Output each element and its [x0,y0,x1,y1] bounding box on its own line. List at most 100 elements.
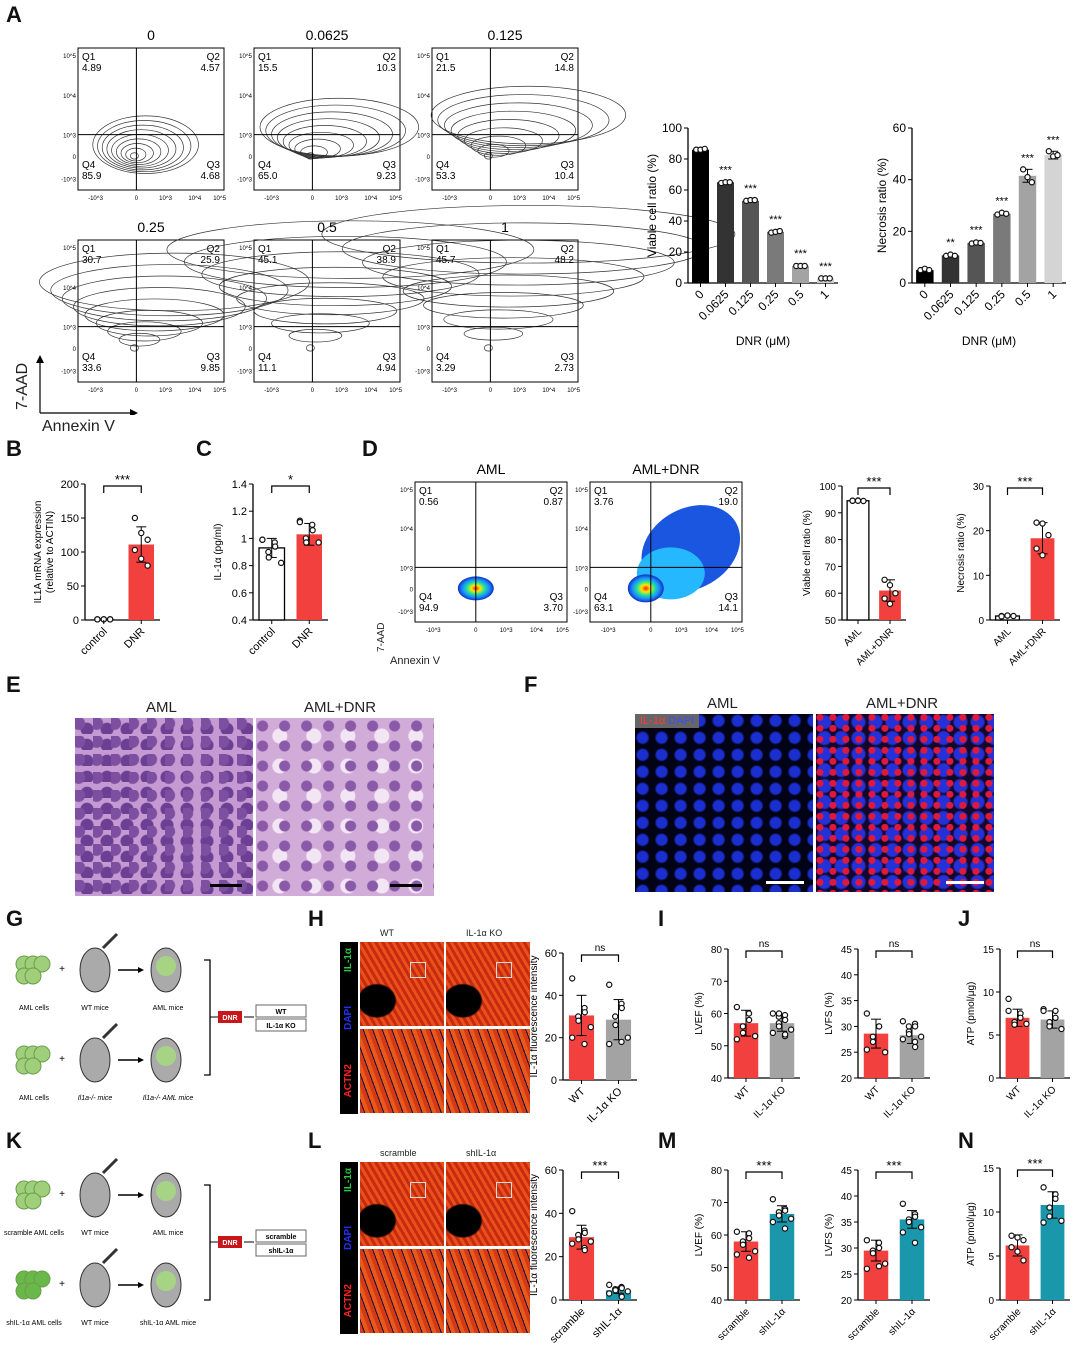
y-tick-label: 30 [973,482,985,493]
data-point [581,1246,588,1254]
h-zoom-box [496,962,512,978]
y-tick-label: 15 [983,1164,995,1175]
legend-il1a: IL-1α [640,715,666,727]
y-tick-label: 20 [841,1296,853,1307]
data-point [1039,520,1046,527]
contour-line [39,252,310,312]
y-tick-label: 20 [545,1033,557,1045]
flow-x-tick: 0 [135,196,139,202]
heart-overview-image [446,942,530,1026]
data-point [849,497,856,504]
y-tick-label: 40 [893,173,907,187]
quadrant-percent: 65.0 [258,171,278,182]
tumor-icon [156,1271,176,1291]
x-tick-label: WT [1005,1084,1024,1103]
flow-x-tick: -10^3 [442,388,457,394]
flow-x-tick: -10^3 [426,628,441,634]
bar [717,182,734,283]
quadrant-percent: 0.56 [419,497,439,508]
heart-zoom-image [360,1029,444,1113]
a5-flow-plot: 1Q145.7Q248.2Q32.73Q43.2910^510^410^30-1… [321,205,736,394]
significance-bracket [1016,950,1054,958]
flow-x-tick: 10^5 [389,196,402,202]
contour-line [115,138,162,165]
diagram-label: scramble AML cells [4,1230,65,1237]
significance-label: *** [995,195,1009,207]
bar [1005,1017,1030,1078]
data-point [892,589,899,597]
flow-x-tick: 10^4 [542,196,555,202]
axis-label-annexin: Annexin V [42,418,115,435]
flow-y-tick: 0 [427,155,431,161]
g-schematic: + AML cells WT mice AML mice + AML cells Il1a-… [15,932,307,1102]
y-tick-label: 40 [711,1296,723,1307]
flow-y-tick: 0 [249,155,253,161]
quadrant-percent: 48.2 [555,255,575,266]
mouse-icon [79,1262,111,1308]
data-point [751,1032,759,1040]
data-point [875,1262,883,1270]
flow-x-tick: 10^4 [530,628,543,634]
diagram-label: WT mice [81,1320,109,1327]
heart-zoom-image [446,1249,530,1333]
contour-line [382,257,645,297]
panel-letter-l: L [308,1128,322,1153]
flow-y-tick: 10^4 [575,527,588,533]
quadrant-name: Q2 [383,52,397,63]
quadrant-name: Q2 [207,52,221,63]
significance-bracket [1006,487,1044,495]
quadrant-percent: 94.9 [419,603,439,614]
flow-x-tick: 10^5 [567,196,580,202]
flow-y-tick: -10^3 [415,370,430,376]
data-point [1024,173,1031,181]
stain-label: ACTN2 [343,1284,354,1318]
x-tick-label: WT [567,1085,588,1106]
flow-y-tick: -10^3 [237,370,252,376]
data-point [769,1010,777,1017]
contour-line [97,120,192,173]
significance-label: *** [886,1158,901,1173]
data-point [1046,1204,1053,1211]
data-point [739,1241,747,1248]
y-tick-label: 60 [711,1010,723,1021]
x-tick-label: IL-1α KO [752,1084,788,1120]
flow-y-tick: 10^3 [239,134,252,140]
contour-line [107,321,182,342]
h-stain-strip [340,942,358,1114]
significance-bracket [745,950,783,958]
flow-y-tick: 10^4 [239,286,252,292]
panel-letter-j: J [958,906,971,931]
flow-y-tick: 0 [73,347,77,353]
data-point [1046,1023,1053,1030]
dnr-box [218,1236,242,1248]
flow-title: 0.0625 [306,27,349,43]
quadrant-name: Q1 [82,52,96,63]
data-point [1054,151,1061,159]
data-point [1040,1007,1047,1015]
data-point [575,1017,582,1024]
data-point [881,576,888,584]
data-point [776,227,783,235]
quadrant-name: Q1 [594,486,608,497]
y-tick-label: 0.6 [232,588,247,600]
data-point [905,1023,913,1030]
contour-line [306,344,315,352]
quadrant-percent: 4.89 [82,63,102,74]
data-point [733,1228,741,1235]
plus-sign: + [59,964,65,975]
quadrant-percent: 10.3 [377,63,397,74]
data-point [977,239,984,247]
x-tick-label: DNR [290,626,315,651]
quadrant-name: Q3 [207,352,221,363]
flow-x-tick: 10^3 [335,388,348,394]
x-tick-label: scramble [846,1306,883,1343]
quadrant-percent: 14.1 [719,603,739,614]
panel-letter-c: C [196,436,212,461]
flow-y-tick: 10^5 [417,54,430,60]
y-tick-label: 50 [711,1264,723,1275]
flow-y-tick: 10^3 [63,326,76,332]
contour-line [101,124,184,171]
